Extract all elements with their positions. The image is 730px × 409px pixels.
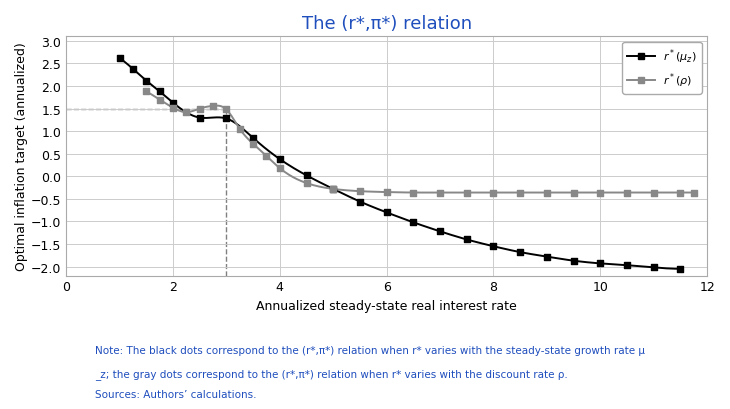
Point xyxy=(461,190,472,196)
Point xyxy=(675,266,686,272)
Text: Note: The black dots correspond to the (r*,π*) relation when r* varies with the : Note: The black dots correspond to the (… xyxy=(95,346,645,355)
Point xyxy=(194,115,206,121)
Point xyxy=(354,189,366,195)
Point xyxy=(167,100,179,107)
Point xyxy=(488,243,499,250)
Point xyxy=(247,141,259,148)
Point xyxy=(127,66,139,73)
Point xyxy=(167,105,179,112)
Point xyxy=(461,237,472,243)
Point xyxy=(207,103,219,110)
Point xyxy=(220,107,232,113)
Point xyxy=(648,190,659,196)
Point xyxy=(140,78,152,85)
Point xyxy=(568,258,580,264)
Point xyxy=(261,153,272,160)
Point xyxy=(274,166,285,172)
Y-axis label: Optimal inflation target (annualized): Optimal inflation target (annualized) xyxy=(15,43,28,271)
Point xyxy=(301,180,312,187)
Point xyxy=(541,254,553,260)
Point xyxy=(274,157,285,163)
Point xyxy=(594,261,606,267)
Point xyxy=(327,186,339,193)
Point xyxy=(220,116,232,122)
Point xyxy=(407,190,419,196)
Point xyxy=(154,89,166,95)
Legend: $r^*(\mu_z)$, $r^*(\rho)$: $r^*(\mu_z)$, $r^*(\rho)$ xyxy=(623,43,702,94)
Point xyxy=(247,135,259,142)
Point xyxy=(675,190,686,196)
Point xyxy=(621,262,633,269)
Point xyxy=(327,186,339,193)
Text: _z; the gray dots correspond to the (r*,π*) relation when r* varies with the dis: _z; the gray dots correspond to the (r*,… xyxy=(95,368,568,379)
Point xyxy=(515,249,526,256)
Point xyxy=(381,189,393,196)
X-axis label: Annualized steady-state real interest rate: Annualized steady-state real interest ra… xyxy=(256,299,517,312)
Point xyxy=(194,106,206,112)
Point xyxy=(140,89,152,95)
Point xyxy=(407,220,419,226)
Point xyxy=(594,190,606,196)
Point xyxy=(648,265,659,271)
Point xyxy=(381,209,393,216)
Point xyxy=(434,229,446,235)
Title: The (r*,π*) relation: The (r*,π*) relation xyxy=(301,15,472,33)
Point xyxy=(688,190,699,196)
Point xyxy=(488,190,499,196)
Text: Sources: Authors’ calculations.: Sources: Authors’ calculations. xyxy=(95,389,256,399)
Point xyxy=(541,190,553,196)
Point xyxy=(234,126,245,133)
Point xyxy=(114,56,126,62)
Point xyxy=(621,190,633,196)
Point xyxy=(515,190,526,196)
Point xyxy=(301,173,312,179)
Point xyxy=(434,190,446,196)
Point xyxy=(154,97,166,103)
Point xyxy=(180,110,192,116)
Point xyxy=(354,199,366,205)
Point xyxy=(568,190,580,196)
